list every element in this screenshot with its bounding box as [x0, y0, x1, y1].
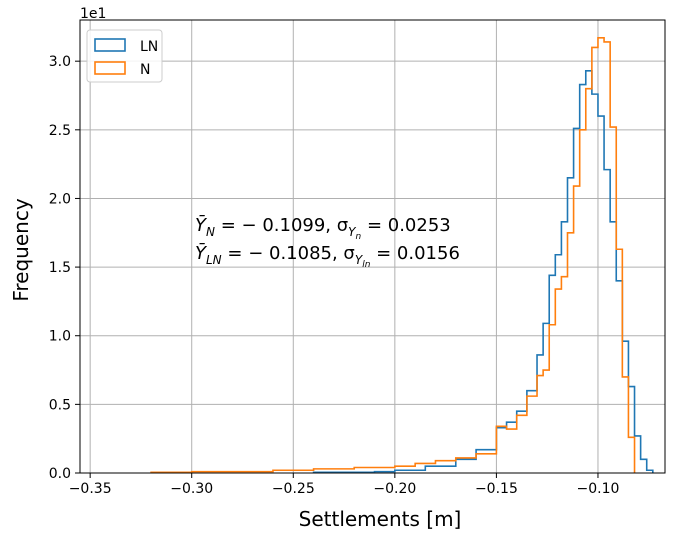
annotation-line-ln: ȲLN = − 0.1085, σYln = 0.0156	[195, 242, 460, 270]
annotation-ln-sigma-subsub: ln	[362, 260, 371, 270]
annotation-ln-ybar-sub: LN	[206, 253, 222, 267]
x-tick-label: −0.20	[373, 481, 416, 497]
annotation-n-ybar: Ȳ	[195, 214, 208, 236]
annotation-n-mean: = − 0.1099, σ	[215, 215, 348, 236]
annotation-n-sigma-sub: Y	[348, 225, 357, 239]
legend: LN N	[86, 29, 163, 83]
annotation-ln-mean: = − 0.1085, σ	[222, 243, 355, 264]
legend-label-ln: LN	[140, 39, 158, 55]
plot-frame	[79, 19, 666, 474]
annotation-ln-std: = 0.0156	[370, 243, 460, 264]
series-layer	[150, 37, 654, 474]
y-axis-ticks: 0.0 0.5 1.0 1.5 2.0 2.5 3.0	[49, 54, 80, 482]
x-tick-label: −0.35	[69, 481, 112, 497]
annotation-line-n: ȲN = − 0.1099, σYn = 0.0253	[195, 214, 451, 242]
y-tick-label: 1.5	[49, 260, 71, 276]
x-axis-label: Settlements [m]	[299, 507, 462, 531]
y-tick-label: 3.0	[49, 54, 71, 70]
legend-swatch-n	[94, 61, 126, 75]
y-tick-label: 2.5	[49, 123, 71, 139]
histogram-series-ln	[312, 69, 654, 474]
legend-swatch-ln	[94, 38, 126, 52]
y-tick-label: 0.5	[49, 397, 71, 413]
x-tick-label: −0.10	[577, 481, 620, 497]
y-tick-label: 2.0	[49, 191, 71, 207]
annotation-n-sigma-subsub: n	[356, 232, 362, 242]
y-tick-label: 1.0	[49, 329, 71, 345]
histogram-series-n	[150, 37, 636, 474]
legend-box	[86, 29, 163, 83]
annotation-n-ybar-sub: N	[206, 225, 215, 239]
annotation-n-std: = 0.0253	[361, 215, 451, 236]
x-tick-label: −0.15	[475, 481, 518, 497]
x-tick-label: −0.30	[170, 481, 213, 497]
legend-label-n: N	[140, 62, 150, 78]
annotation-ln-sigma-sub: Y	[355, 253, 364, 267]
annotation-ln-ybar: Ȳ	[195, 242, 208, 264]
y-tick-label: 0.0	[49, 466, 71, 482]
y-axis-label: Frequency	[9, 198, 33, 301]
x-tick-label: −0.25	[272, 481, 315, 497]
x-axis-ticks: −0.35 −0.30 −0.25 −0.20 −0.15 −0.10	[69, 473, 620, 497]
stats-annotation: ȲN = − 0.1099, σYn = 0.0253 ȲLN = − 0.10…	[195, 214, 460, 270]
y-offset-label: 1e1	[80, 6, 106, 22]
